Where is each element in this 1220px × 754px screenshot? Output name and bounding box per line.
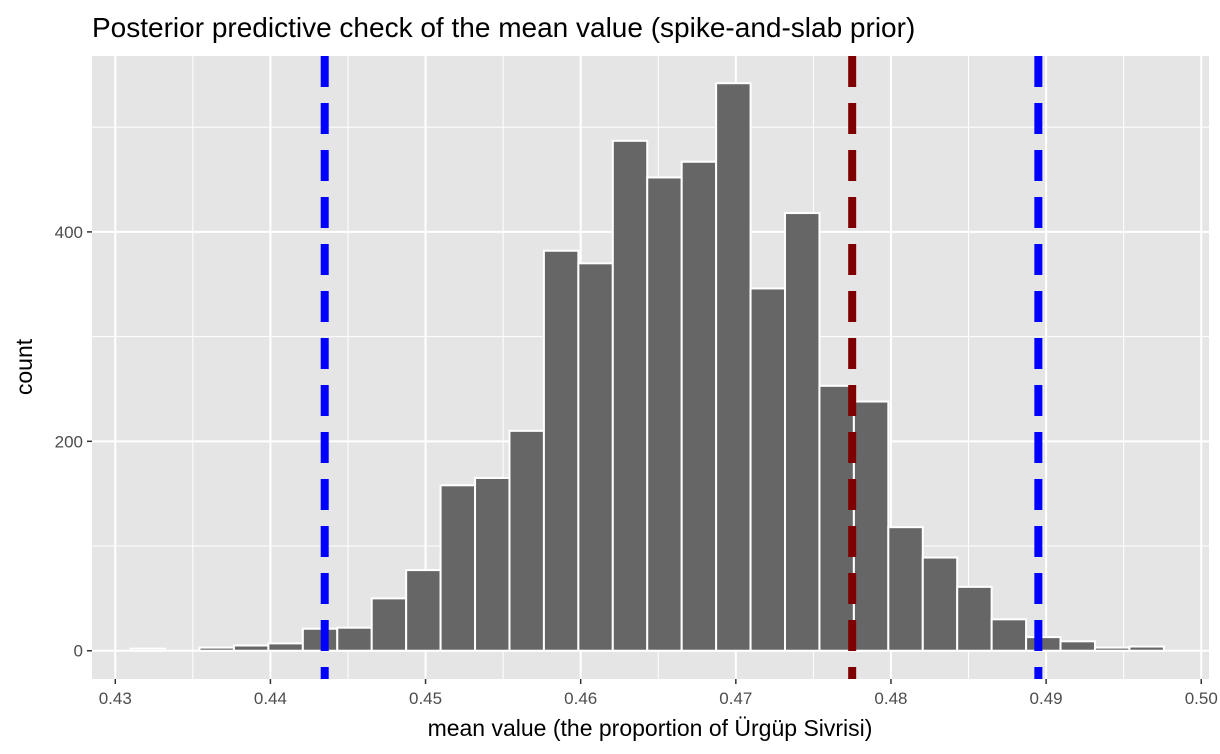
histogram-bar [129,647,167,652]
histogram-bar [680,160,718,652]
x-tick-label: 0.46 [564,689,597,708]
chart-title: Posterior predictive check of the mean v… [92,12,915,43]
x-axis-title: mean value (the proportion of Ürgüp Sivr… [428,715,873,741]
histogram-bars [129,82,1165,652]
x-tick-label: 0.44 [254,689,287,708]
x-tick-label: 0.43 [99,689,132,708]
histogram-bar [198,646,235,652]
histogram-bar [439,484,477,652]
histogram-bar [887,526,924,652]
histogram-bar [1059,640,1096,652]
histogram-bar [542,249,580,652]
histogram-bar [956,585,993,652]
histogram-bar [301,627,339,652]
x-tick-label: 0.49 [1030,689,1063,708]
y-tick-label: 200 [55,432,83,451]
histogram-bar [1025,636,1062,652]
histogram-bar [336,626,373,652]
histogram-bar [921,556,959,652]
histogram-bar [818,384,855,652]
y-tick-label: 400 [55,223,83,242]
histogram-bar [715,82,752,652]
histogram-bar [749,287,787,652]
histogram-bar [784,212,821,652]
histogram-bar [852,400,890,652]
histogram-bar [646,176,683,652]
histogram-bar [405,569,442,652]
histogram-bar [267,642,304,652]
histogram-bar [474,476,511,652]
y-axis-title: count [11,338,37,395]
x-tick-label: 0.48 [874,689,907,708]
histogram-bar [1128,645,1165,652]
x-tick-label: 0.45 [409,689,442,708]
histogram-bar [577,262,614,652]
histogram-bar [232,644,270,652]
histogram-bar [508,429,545,652]
reference-lines [320,56,1043,679]
x-axis: 0.43 0.44 0.45 0.46 0.47 0.48 0.49 0.50 [99,679,1218,708]
histogram-bar [1093,646,1131,652]
x-tick-label: 0.50 [1185,689,1218,708]
histogram-bar [611,139,649,652]
minor-gridlines [92,56,1209,679]
x-tick-label: 0.47 [719,689,752,708]
y-tick-label: 0 [74,642,83,661]
histogram-bar [370,597,408,652]
y-axis: 0 200 400 [55,223,92,661]
histogram-bar [990,618,1028,652]
